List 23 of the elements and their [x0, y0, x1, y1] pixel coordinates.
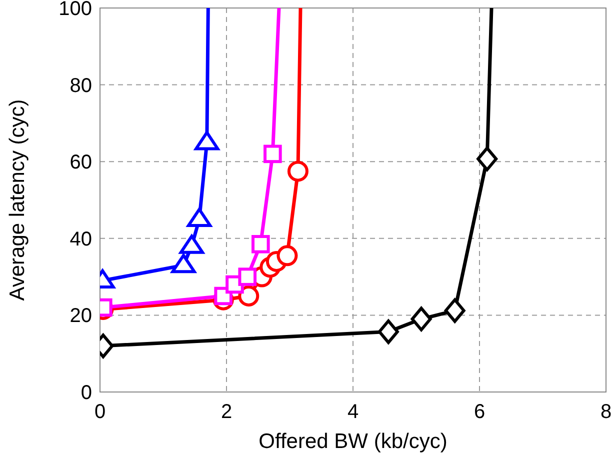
point — [238, 268, 257, 286]
y-axis-title: Average latency (cyc) — [6, 99, 29, 301]
y-tick-label: 60 — [70, 152, 92, 174]
point — [276, 245, 298, 266]
x-tick-label: 2 — [220, 401, 232, 423]
point — [476, 146, 498, 172]
point — [287, 160, 308, 182]
y-tick-label: 40 — [70, 228, 92, 250]
point — [378, 319, 399, 344]
y-tick-label: 20 — [70, 305, 92, 328]
x-tick-label: 0 — [94, 401, 106, 423]
y-tick-label: 80 — [70, 74, 92, 97]
y-tick-label: 0 — [80, 382, 92, 404]
point — [444, 298, 466, 323]
x-tick-label: 6 — [474, 401, 486, 423]
x-axis-title: Offered BW (kb/cyc) — [258, 430, 448, 453]
y-tick-label: 100 — [58, 0, 92, 20]
point — [264, 144, 282, 164]
point — [410, 306, 432, 332]
x-tick-label: 4 — [347, 401, 359, 423]
point — [238, 286, 260, 306]
x-tick-label: 8 — [600, 401, 612, 423]
point — [252, 235, 270, 254]
